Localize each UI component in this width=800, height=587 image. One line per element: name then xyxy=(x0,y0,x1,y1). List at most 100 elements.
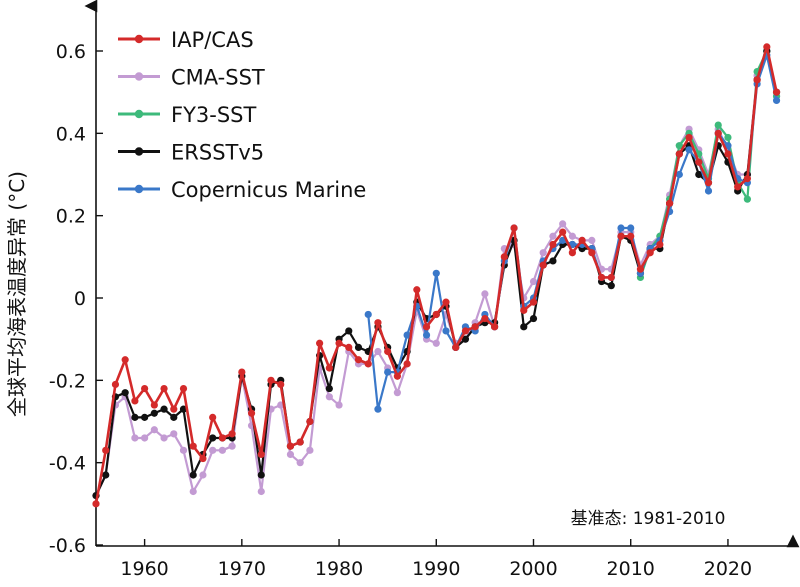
data-point xyxy=(111,380,120,389)
data-point xyxy=(714,121,722,129)
legend-label: CMA-SST xyxy=(171,66,265,90)
data-point xyxy=(627,232,635,240)
legend-label: Copernicus Marine xyxy=(171,178,366,202)
data-point xyxy=(442,298,450,306)
legend-swatch-marker xyxy=(134,34,144,44)
data-point xyxy=(617,232,625,240)
data-point xyxy=(189,487,197,496)
data-point xyxy=(666,199,674,207)
data-point xyxy=(422,323,431,331)
data-point xyxy=(354,343,363,351)
data-point xyxy=(743,195,751,203)
data-point xyxy=(617,224,625,232)
data-point xyxy=(179,384,188,393)
y-tick-label: 0.4 xyxy=(56,123,86,145)
data-point xyxy=(189,442,197,450)
data-point xyxy=(568,249,576,257)
data-point xyxy=(199,471,207,479)
x-tick-label: 2020 xyxy=(704,558,752,580)
data-point xyxy=(403,331,411,339)
data-point xyxy=(772,96,781,104)
data-point xyxy=(743,175,751,183)
data-point xyxy=(218,446,226,454)
data-point xyxy=(257,450,265,459)
data-point xyxy=(257,487,265,496)
data-point xyxy=(432,310,440,319)
data-point xyxy=(121,389,129,397)
data-point xyxy=(675,150,683,158)
legend-item: IAP/CAS xyxy=(118,28,254,52)
data-point xyxy=(549,232,557,240)
data-point xyxy=(238,368,246,376)
data-point xyxy=(695,170,703,179)
x-tick-label: 1990 xyxy=(412,558,460,580)
data-point xyxy=(345,327,353,335)
data-point xyxy=(413,286,421,294)
data-point xyxy=(160,384,168,393)
data-point xyxy=(549,257,557,265)
data-point xyxy=(150,426,158,434)
series-layer xyxy=(92,43,781,508)
data-point xyxy=(141,434,149,442)
legend-swatch-marker xyxy=(134,72,144,81)
x-tick-label: 1970 xyxy=(218,558,266,580)
data-point xyxy=(150,401,158,409)
legend-swatch-marker xyxy=(134,109,144,119)
data-point xyxy=(734,183,742,191)
data-point xyxy=(753,76,761,84)
data-point xyxy=(228,430,236,438)
y-axis-label: 全球平均海表温度异常 (°C) xyxy=(5,171,29,417)
data-point xyxy=(636,265,645,273)
data-point xyxy=(539,249,547,257)
legend: IAP/CAS CMA-SST FY3-SST ERSSTv5 Copernicus M… xyxy=(118,28,366,202)
data-point xyxy=(160,434,168,442)
data-point xyxy=(325,364,333,372)
data-point xyxy=(529,314,538,323)
data-point xyxy=(102,471,110,479)
data-point xyxy=(461,327,470,335)
data-point xyxy=(393,389,401,397)
data-point xyxy=(92,500,100,508)
series-line xyxy=(367,54,778,411)
data-point xyxy=(354,356,363,364)
legend-item: FY3-SST xyxy=(118,103,257,127)
data-point xyxy=(646,249,654,257)
data-point xyxy=(656,240,664,249)
data-point xyxy=(306,446,314,454)
data-point xyxy=(422,331,431,339)
data-point xyxy=(170,430,178,438)
data-point xyxy=(189,471,197,479)
data-point xyxy=(403,360,411,368)
data-point xyxy=(520,306,528,314)
data-point xyxy=(247,409,256,417)
legend-swatch-marker xyxy=(134,184,144,194)
data-point xyxy=(325,393,333,401)
data-point xyxy=(160,405,168,413)
data-point xyxy=(685,146,693,154)
data-point xyxy=(121,356,129,364)
legend-label: ERSSTv5 xyxy=(171,141,264,165)
data-point xyxy=(141,413,149,421)
y-tick-label: 0.6 xyxy=(56,41,86,63)
data-point xyxy=(471,323,479,331)
data-point xyxy=(607,273,615,282)
data-point xyxy=(384,347,392,356)
data-point xyxy=(209,434,217,442)
data-point xyxy=(267,376,275,384)
x-tick-label: 2000 xyxy=(509,558,557,580)
data-point xyxy=(384,368,392,376)
data-point xyxy=(588,236,596,244)
data-point xyxy=(141,384,149,393)
data-point xyxy=(675,142,683,150)
data-point xyxy=(364,310,372,319)
data-point xyxy=(529,298,538,306)
data-point xyxy=(432,339,440,347)
data-point xyxy=(102,446,110,454)
data-point xyxy=(277,380,285,389)
data-point xyxy=(559,228,567,236)
data-point xyxy=(335,339,343,347)
data-point xyxy=(704,187,713,195)
data-point xyxy=(597,273,606,282)
data-point xyxy=(179,446,188,454)
